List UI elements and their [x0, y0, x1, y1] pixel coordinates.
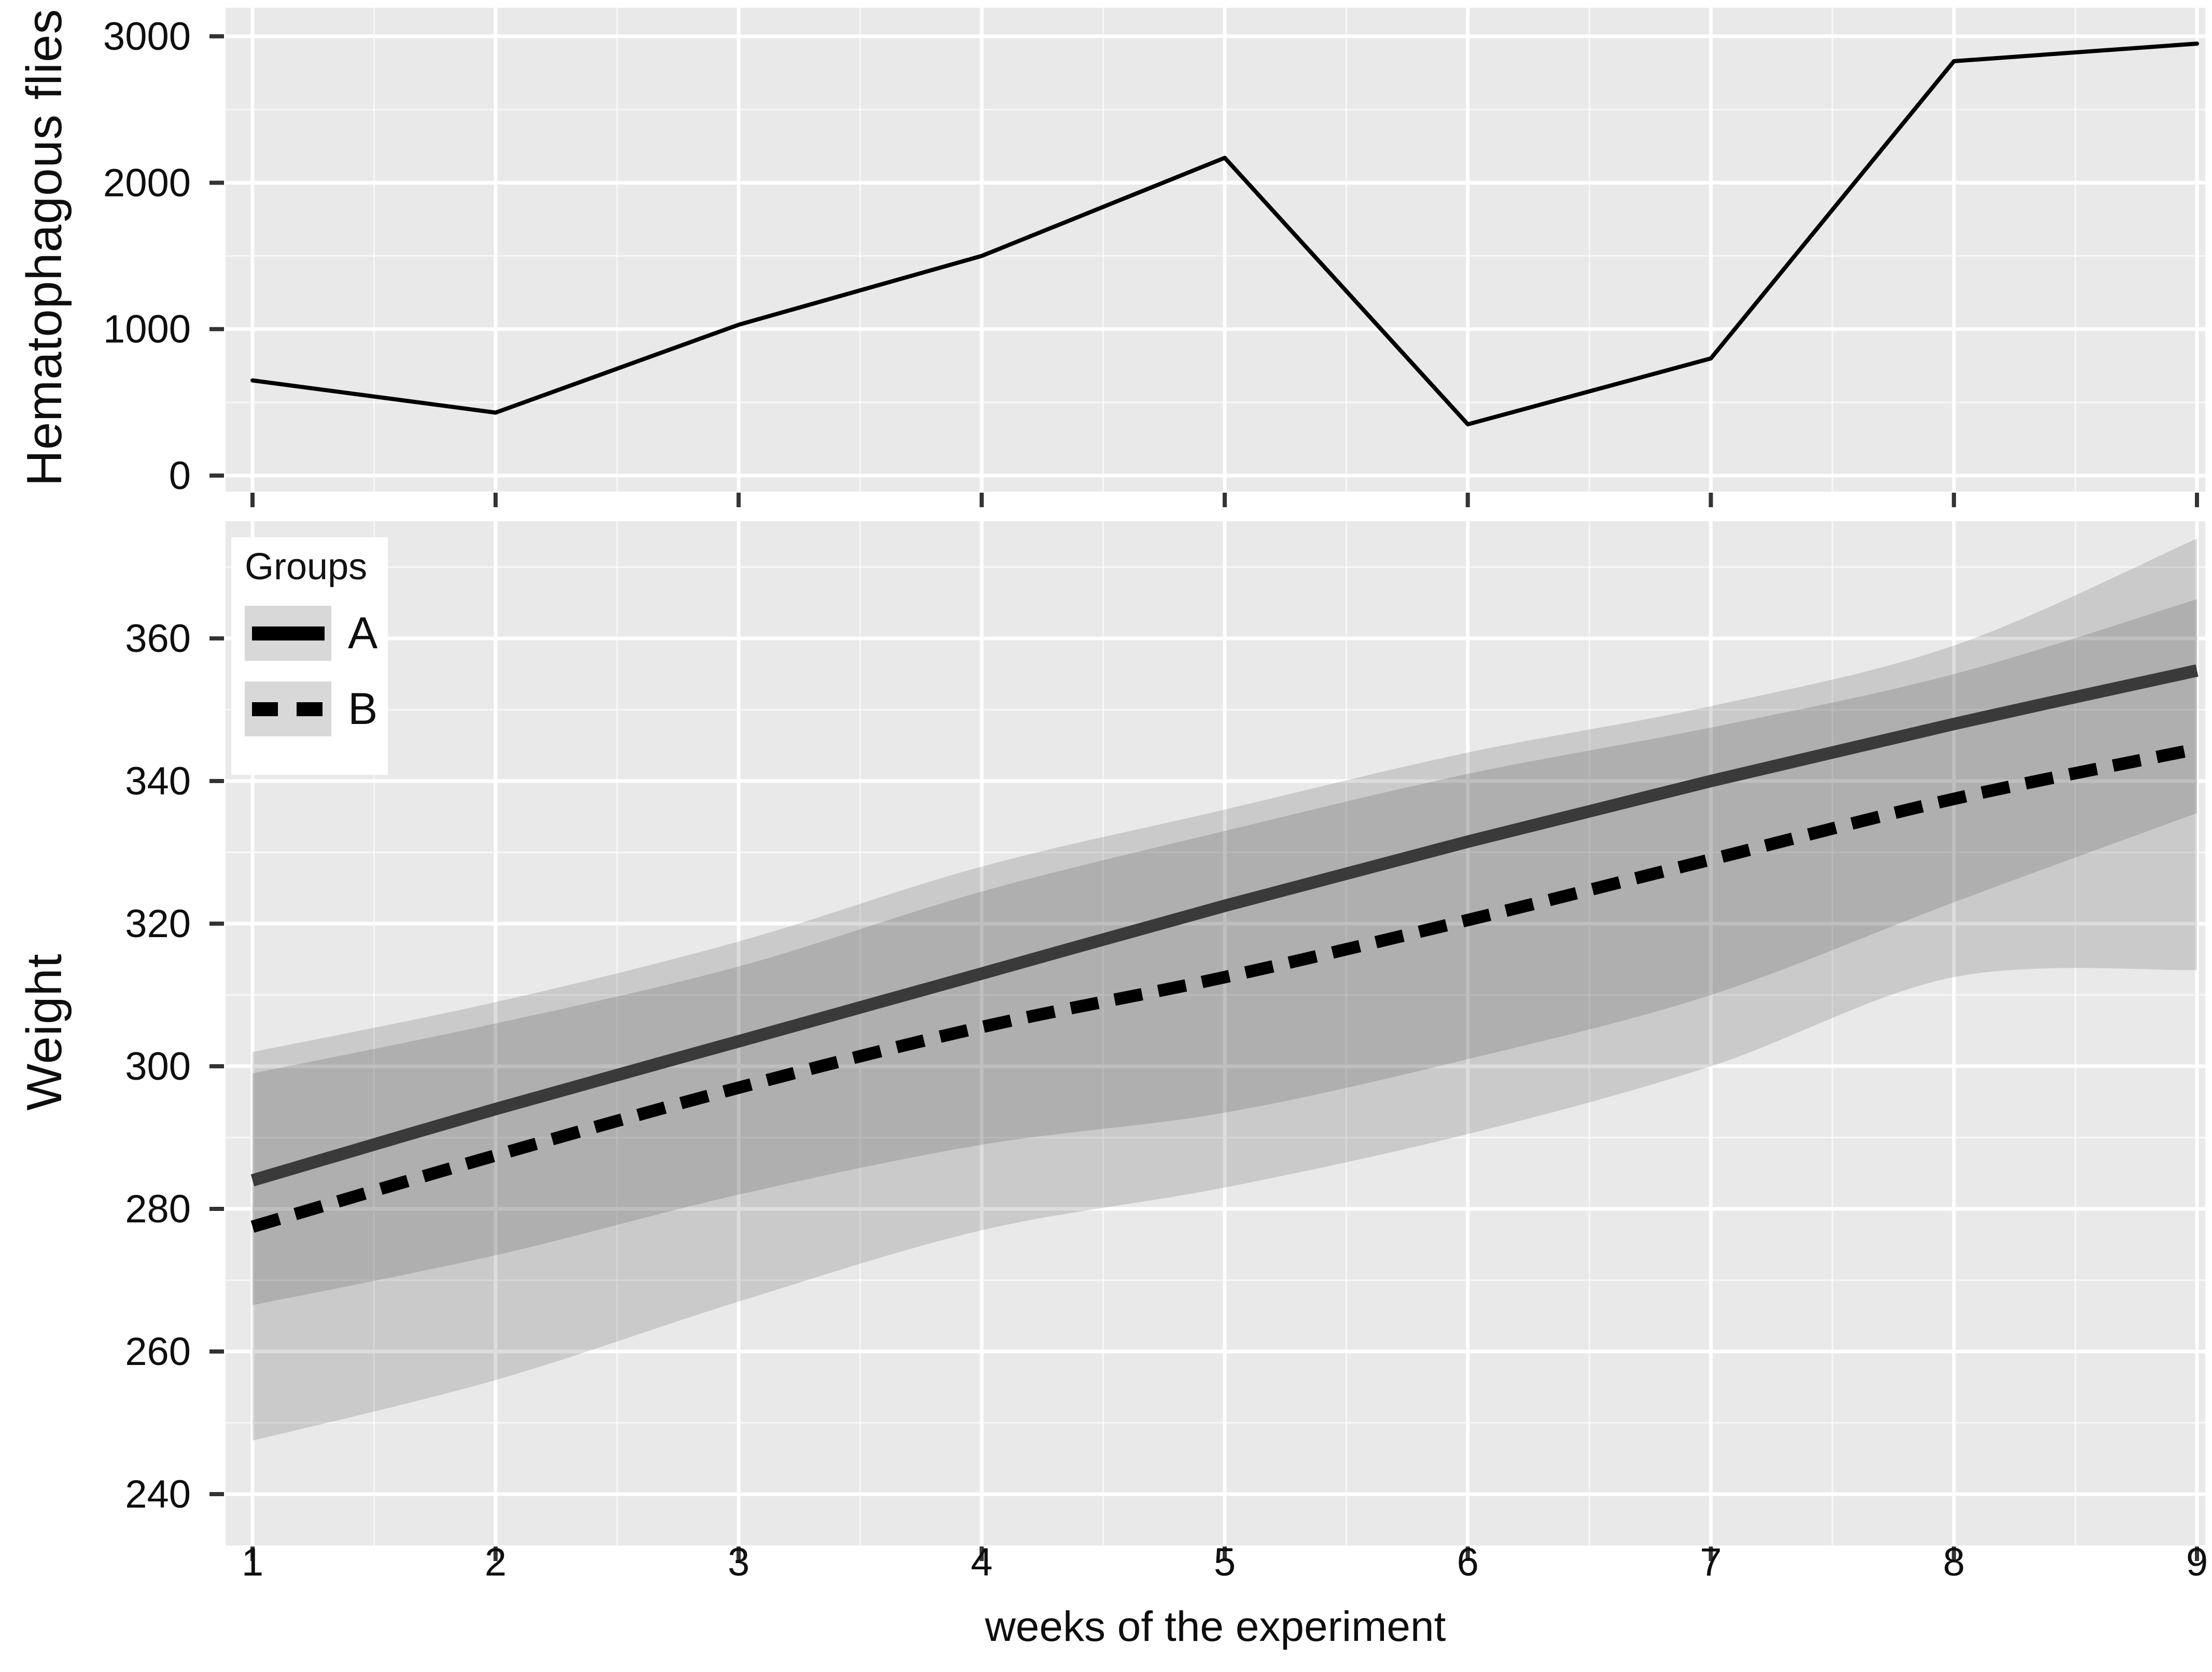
tick-label: 340 — [125, 759, 191, 803]
tick-label: 6 — [1457, 1540, 1479, 1584]
tick-label: 7 — [1700, 1540, 1721, 1584]
solid-line-icon — [251, 626, 325, 640]
tick-label: 280 — [125, 1187, 191, 1231]
weight-chart: 240 260 280 300 320 340 360 1 2 3 4 5 6 7 8 9 — [125, 521, 2208, 1584]
tick-label: 8 — [1943, 1540, 1965, 1584]
panel-background — [226, 521, 2205, 1545]
tick-label: 300 — [125, 1044, 191, 1089]
legend-label-b: B — [348, 684, 378, 734]
ribbon-a — [253, 538, 2197, 1305]
tick-label: 5 — [1214, 1540, 1236, 1584]
tick-label: 260 — [125, 1330, 191, 1374]
tick-label: 360 — [125, 617, 191, 661]
tick-label: 320 — [125, 902, 191, 946]
tick-label: 0 — [169, 454, 191, 498]
tick-label: 240 — [125, 1472, 191, 1516]
ribbon-b — [253, 599, 2197, 1441]
legend-label-a: A — [348, 608, 378, 658]
legend-entry-a: A — [245, 606, 388, 661]
legend: Groups A B — [231, 537, 388, 775]
tick-label: 1000 — [103, 308, 191, 352]
tick-label: 3 — [727, 1540, 749, 1584]
legend-entry-b: B — [245, 681, 388, 736]
dashed-line-icon — [251, 702, 325, 716]
tick-label: 9 — [2186, 1540, 2208, 1584]
tick-label: 2 — [485, 1540, 507, 1584]
panel-background — [226, 8, 2205, 492]
tick-label: 1 — [242, 1540, 263, 1584]
legend-key-b — [245, 681, 331, 736]
series-b-line — [250, 743, 2199, 1233]
legend-key-a — [245, 606, 331, 661]
tick-label: 3000 — [103, 15, 191, 59]
flies-chart: 0 1000 2000 3000 — [103, 8, 2205, 507]
series-layer — [250, 538, 2199, 1441]
tick-label: 2000 — [103, 161, 191, 205]
legend-title: Groups — [245, 546, 368, 588]
x-axis-title: weeks of the experiment — [985, 1603, 1446, 1650]
tick-label: 4 — [971, 1540, 992, 1584]
series-a-line — [250, 664, 2199, 1187]
flies-series-line — [250, 41, 2199, 427]
